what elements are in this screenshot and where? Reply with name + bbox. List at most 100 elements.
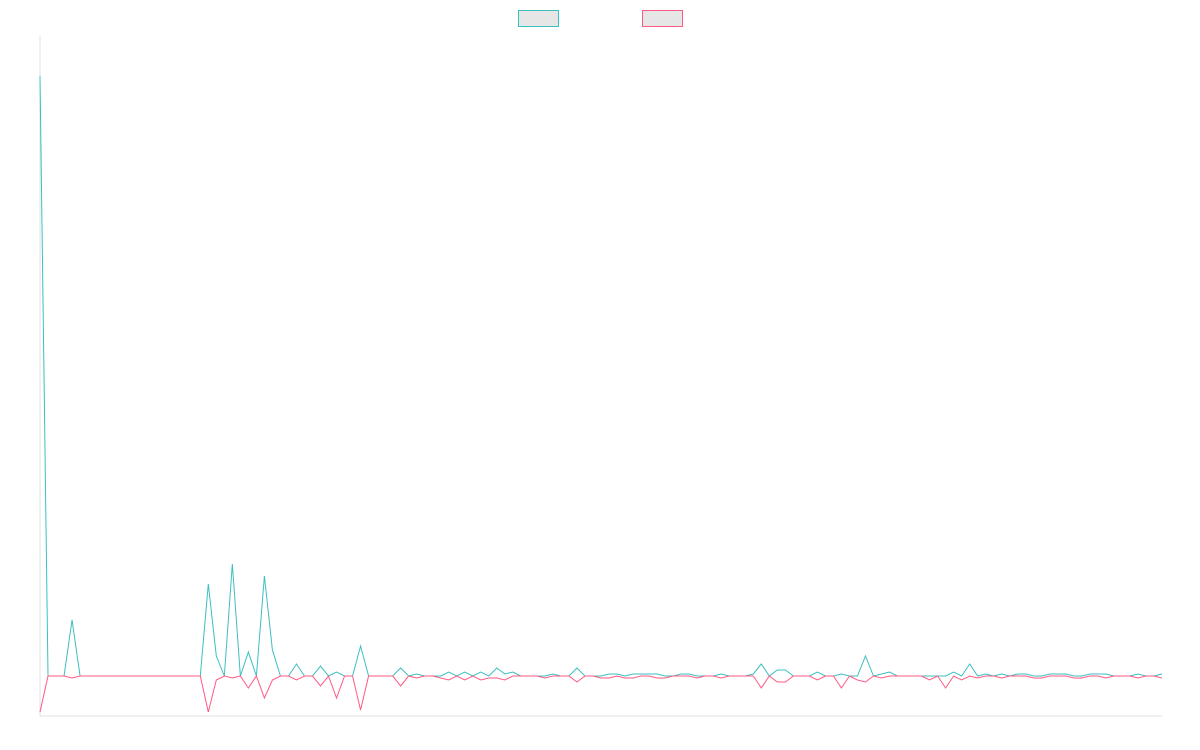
data-point[interactable] bbox=[968, 674, 972, 678]
data-point[interactable] bbox=[855, 678, 859, 682]
data-point[interactable] bbox=[319, 664, 323, 668]
data-point[interactable] bbox=[551, 674, 555, 678]
data-point[interactable] bbox=[511, 674, 515, 678]
data-point[interactable] bbox=[391, 674, 395, 678]
data-point[interactable] bbox=[94, 674, 98, 678]
data-point[interactable] bbox=[383, 674, 387, 678]
data-point[interactable] bbox=[110, 674, 114, 678]
data-point[interactable] bbox=[1136, 672, 1140, 676]
data-point[interactable] bbox=[567, 674, 571, 678]
data-point[interactable] bbox=[968, 662, 972, 666]
data-point[interactable] bbox=[647, 674, 651, 678]
data-point[interactable] bbox=[1008, 674, 1012, 678]
data-point[interactable] bbox=[1160, 676, 1164, 680]
data-point[interactable] bbox=[952, 670, 956, 674]
data-point[interactable] bbox=[1104, 672, 1108, 676]
data-point[interactable] bbox=[62, 674, 66, 678]
data-point[interactable] bbox=[695, 676, 699, 680]
data-point[interactable] bbox=[150, 674, 154, 678]
data-point[interactable] bbox=[1000, 676, 1004, 680]
data-point[interactable] bbox=[847, 674, 851, 678]
data-point[interactable] bbox=[888, 674, 892, 678]
data-point[interactable] bbox=[487, 676, 491, 680]
data-point[interactable] bbox=[1088, 674, 1092, 678]
data-point[interactable] bbox=[519, 674, 523, 678]
data-point[interactable] bbox=[54, 674, 58, 678]
data-point[interactable] bbox=[447, 670, 451, 674]
data-point[interactable] bbox=[791, 674, 795, 678]
data-point[interactable] bbox=[158, 674, 162, 678]
data-point[interactable] bbox=[479, 670, 483, 674]
data-point[interactable] bbox=[407, 674, 411, 678]
data-point[interactable] bbox=[863, 680, 867, 684]
data-point[interactable] bbox=[759, 686, 763, 690]
data-point[interactable] bbox=[343, 674, 347, 678]
data-point[interactable] bbox=[431, 674, 435, 678]
data-point[interactable] bbox=[904, 674, 908, 678]
data-point[interactable] bbox=[575, 666, 579, 670]
data-point[interactable] bbox=[1080, 676, 1084, 680]
data-point[interactable] bbox=[839, 672, 843, 676]
data-point[interactable] bbox=[936, 674, 940, 678]
data-point[interactable] bbox=[166, 674, 170, 678]
data-point[interactable] bbox=[799, 674, 803, 678]
data-point[interactable] bbox=[118, 674, 122, 678]
data-point[interactable] bbox=[1144, 674, 1148, 678]
data-point[interactable] bbox=[246, 650, 250, 654]
data-point[interactable] bbox=[759, 662, 763, 666]
data-point[interactable] bbox=[495, 676, 499, 680]
data-point[interactable] bbox=[952, 674, 956, 678]
data-point[interactable] bbox=[70, 618, 74, 622]
data-point[interactable] bbox=[591, 674, 595, 678]
data-point[interactable] bbox=[719, 676, 723, 680]
data-point[interactable] bbox=[399, 684, 403, 688]
data-point[interactable] bbox=[583, 674, 587, 678]
data-point[interactable] bbox=[815, 678, 819, 682]
data-point[interactable] bbox=[310, 674, 314, 678]
data-point[interactable] bbox=[415, 676, 419, 680]
data-point[interactable] bbox=[711, 674, 715, 678]
data-point[interactable] bbox=[655, 676, 659, 680]
data-point[interactable] bbox=[1128, 674, 1132, 678]
data-point[interactable] bbox=[679, 674, 683, 678]
data-point[interactable] bbox=[102, 674, 106, 678]
data-point[interactable] bbox=[960, 678, 964, 682]
data-point[interactable] bbox=[743, 674, 747, 678]
data-point[interactable] bbox=[359, 708, 363, 712]
data-point[interactable] bbox=[1000, 672, 1004, 676]
data-point[interactable] bbox=[783, 668, 787, 672]
data-point[interactable] bbox=[807, 674, 811, 678]
data-point[interactable] bbox=[671, 674, 675, 678]
data-point[interactable] bbox=[86, 674, 90, 678]
data-point[interactable] bbox=[463, 678, 467, 682]
data-point[interactable] bbox=[142, 674, 146, 678]
data-point[interactable] bbox=[1016, 674, 1020, 678]
data-point[interactable] bbox=[888, 670, 892, 674]
data-point[interactable] bbox=[1160, 672, 1164, 676]
data-point[interactable] bbox=[463, 670, 467, 674]
data-point[interactable] bbox=[751, 674, 755, 678]
data-point[interactable] bbox=[1048, 674, 1052, 678]
data-point[interactable] bbox=[230, 562, 234, 566]
data-point[interactable] bbox=[1056, 674, 1060, 678]
data-point[interactable] bbox=[262, 574, 266, 578]
data-point[interactable] bbox=[631, 676, 635, 680]
data-point[interactable] bbox=[559, 674, 563, 678]
data-point[interactable] bbox=[214, 654, 218, 658]
legend-swatch-1[interactable] bbox=[518, 10, 559, 27]
data-point[interactable] bbox=[735, 674, 739, 678]
data-point[interactable] bbox=[503, 672, 507, 676]
data-point[interactable] bbox=[335, 696, 339, 700]
data-point[interactable] bbox=[928, 678, 932, 682]
data-point[interactable] bbox=[703, 674, 707, 678]
legend-swatch-2[interactable] bbox=[642, 10, 683, 27]
data-point[interactable] bbox=[871, 674, 875, 678]
data-point[interactable] bbox=[415, 672, 419, 676]
data-point[interactable] bbox=[503, 678, 507, 682]
data-point[interactable] bbox=[599, 676, 603, 680]
data-point[interactable] bbox=[775, 668, 779, 672]
data-point[interactable] bbox=[1112, 674, 1116, 678]
data-point[interactable] bbox=[262, 696, 266, 700]
data-point[interactable] bbox=[1064, 674, 1068, 678]
data-point[interactable] bbox=[815, 670, 819, 674]
